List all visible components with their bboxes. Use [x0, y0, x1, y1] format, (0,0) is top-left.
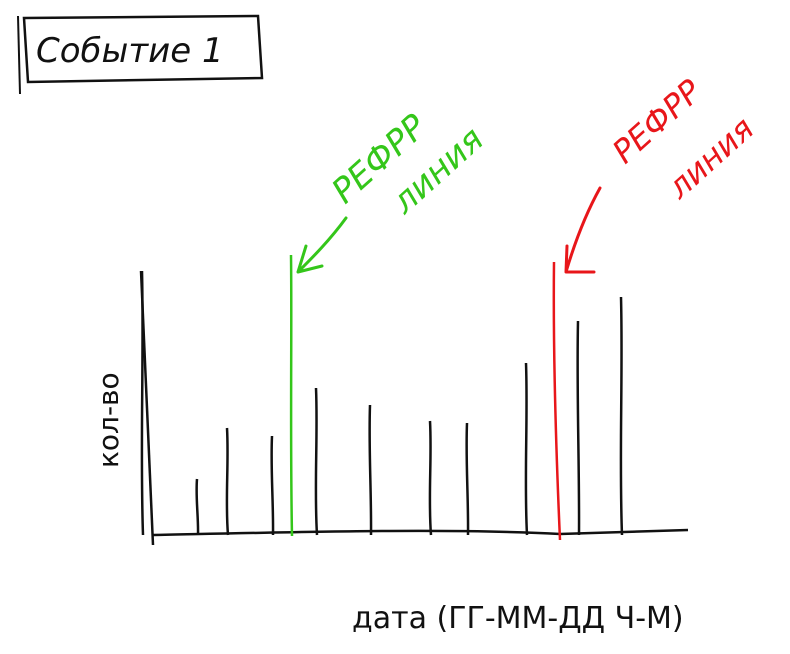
x-axis-label: дата (ГГ-ММ-ДД Ч-М)	[352, 601, 684, 636]
bar	[314, 387, 319, 536]
x-axis	[152, 528, 689, 537]
bar	[140, 270, 145, 536]
green-reference-line	[289, 254, 294, 537]
bar	[195, 478, 200, 536]
bar	[465, 422, 470, 536]
bar	[524, 362, 529, 536]
bar	[270, 435, 275, 536]
title-box: Событие 1	[17, 14, 264, 95]
bars	[140, 270, 624, 536]
bar	[619, 296, 624, 536]
bar	[368, 404, 373, 536]
y-axis-label: кол-во	[92, 372, 125, 468]
bar	[428, 420, 433, 536]
green-arrow	[296, 216, 348, 274]
red-arrow	[564, 186, 602, 274]
annotation-red: РЕФРР линия	[552, 72, 761, 541]
annotation-green: РЕФРР линия	[289, 107, 492, 537]
bar	[225, 427, 230, 536]
chart-title: Событие 1	[36, 31, 224, 71]
red-reference-line	[552, 261, 562, 541]
axes	[139, 270, 689, 546]
bar	[576, 320, 581, 536]
